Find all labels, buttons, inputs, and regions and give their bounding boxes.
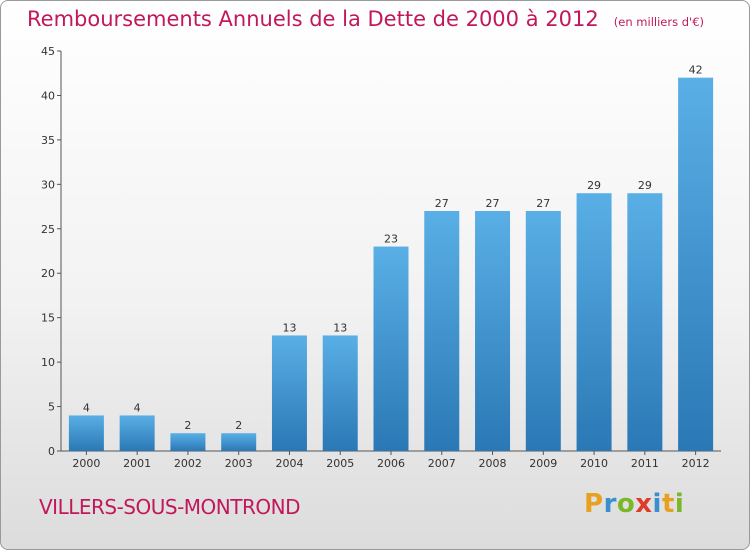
x-tick-label-2005: 2005 bbox=[326, 457, 354, 470]
bar-2002 bbox=[170, 433, 206, 451]
value-label-2005: 13 bbox=[333, 321, 347, 334]
bar-2010 bbox=[576, 193, 612, 451]
value-label-2001: 4 bbox=[134, 401, 141, 414]
x-tick-label-2008: 2008 bbox=[479, 457, 507, 470]
x-tick-label-2006: 2006 bbox=[377, 457, 405, 470]
value-label-2000: 4 bbox=[83, 401, 90, 414]
value-label-2006: 23 bbox=[384, 233, 398, 246]
x-tick-label-2001: 2001 bbox=[123, 457, 151, 470]
x-tick-label-2011: 2011 bbox=[631, 457, 659, 470]
x-tick-label-2010: 2010 bbox=[580, 457, 608, 470]
bar-2003 bbox=[221, 433, 257, 451]
logo-letter: P bbox=[584, 489, 604, 519]
bar-2005 bbox=[322, 335, 358, 451]
x-tick-label-2009: 2009 bbox=[529, 457, 557, 470]
logo-letter: x bbox=[635, 489, 653, 519]
logo-letter: t bbox=[661, 489, 675, 519]
y-tick-label: 35 bbox=[41, 134, 55, 147]
x-tick-label-2003: 2003 bbox=[225, 457, 253, 470]
bars bbox=[68, 77, 714, 452]
y-tick-label: 20 bbox=[41, 267, 55, 280]
commune-name: VILLERS-SOUS-MONTROND bbox=[39, 495, 300, 519]
value-label-2007: 27 bbox=[435, 197, 449, 210]
bar-2008 bbox=[475, 211, 511, 451]
value-label-2008: 27 bbox=[486, 197, 500, 210]
x-tick-label-2004: 2004 bbox=[275, 457, 303, 470]
chart-title: Remboursements Annuels de la Dette de 20… bbox=[27, 7, 599, 31]
logo-letter: i bbox=[674, 489, 685, 519]
bar-2006 bbox=[373, 246, 409, 451]
chart-unit: (en milliers d'€) bbox=[613, 15, 704, 29]
value-label-2010: 29 bbox=[587, 179, 601, 192]
bar-2007 bbox=[424, 211, 460, 451]
x-tick-label-2002: 2002 bbox=[174, 457, 202, 470]
logo-letter: o bbox=[616, 489, 636, 519]
logo-letter: i bbox=[652, 489, 662, 519]
x-tick-label-2007: 2007 bbox=[428, 457, 456, 470]
labels: 4 2000 4 2001 2 2002 2 2003 13 2004 13 2005 23 2006 27… bbox=[72, 64, 709, 470]
proxiti-logo: Proxiti bbox=[584, 489, 684, 519]
bar-2009 bbox=[525, 211, 561, 451]
y-tick-label: 10 bbox=[41, 356, 55, 369]
y-tick-label: 0 bbox=[48, 445, 55, 458]
value-label-2009: 27 bbox=[536, 197, 550, 210]
bar-2000 bbox=[68, 415, 104, 451]
bar-2001 bbox=[119, 415, 155, 451]
value-label-2011: 29 bbox=[638, 179, 652, 192]
bar-2011 bbox=[627, 193, 663, 451]
value-label-2002: 2 bbox=[184, 419, 191, 432]
x-tick-label-2012: 2012 bbox=[682, 457, 710, 470]
y-tick-label: 25 bbox=[41, 223, 55, 236]
logo-letter: r bbox=[603, 489, 617, 519]
x-tick-label-2000: 2000 bbox=[72, 457, 100, 470]
value-label-2012: 42 bbox=[689, 64, 703, 77]
bar-2012 bbox=[678, 77, 714, 452]
y-tick-label: 5 bbox=[48, 401, 55, 414]
y-tick-label: 30 bbox=[41, 178, 55, 191]
chart-title-block: Remboursements Annuels de la Dette de 20… bbox=[27, 7, 704, 31]
value-label-2003: 2 bbox=[235, 419, 242, 432]
y-tick-label: 40 bbox=[41, 89, 55, 102]
y-tick-label: 15 bbox=[41, 312, 55, 325]
y-tick-label: 45 bbox=[41, 45, 55, 58]
value-label-2004: 13 bbox=[282, 321, 296, 334]
bar-2004 bbox=[271, 335, 307, 451]
